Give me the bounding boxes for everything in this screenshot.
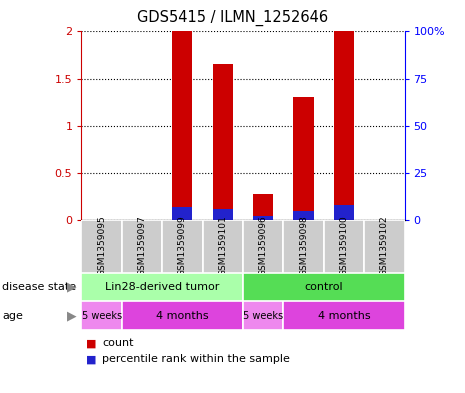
Text: 5 weeks: 5 weeks: [243, 310, 283, 321]
Text: GSM1359101: GSM1359101: [218, 215, 227, 276]
Bar: [213, 64, 233, 220]
Text: ■: ■: [86, 338, 97, 349]
Text: percentile rank within the sample: percentile rank within the sample: [102, 354, 290, 364]
Bar: [81, 301, 122, 330]
Bar: [293, 97, 314, 220]
Text: GSM1359096: GSM1359096: [259, 215, 268, 276]
Bar: [243, 220, 283, 273]
Text: ■: ■: [86, 354, 97, 364]
Text: control: control: [305, 282, 343, 292]
Bar: [172, 207, 193, 220]
Bar: [122, 220, 162, 273]
Text: 5 weeks: 5 weeks: [81, 310, 122, 321]
Text: GSM1359099: GSM1359099: [178, 215, 187, 276]
Bar: [243, 273, 405, 301]
Bar: [253, 194, 273, 220]
Bar: [253, 216, 273, 220]
Bar: [213, 209, 233, 220]
Bar: [324, 220, 364, 273]
Bar: [203, 220, 243, 273]
Bar: [243, 301, 283, 330]
Bar: [172, 31, 193, 220]
Bar: [81, 220, 122, 273]
Bar: [122, 301, 243, 330]
Bar: [334, 31, 354, 220]
Text: 4 months: 4 months: [156, 310, 209, 321]
Bar: [364, 220, 405, 273]
Text: disease state: disease state: [2, 282, 76, 292]
Text: GSM1359095: GSM1359095: [97, 215, 106, 276]
Bar: [162, 220, 203, 273]
Text: Lin28-derived tumor: Lin28-derived tumor: [105, 282, 219, 292]
Text: ▶: ▶: [67, 309, 77, 322]
Text: GSM1359100: GSM1359100: [339, 215, 348, 276]
Text: count: count: [102, 338, 134, 349]
Bar: [81, 273, 243, 301]
Text: age: age: [2, 310, 23, 321]
Text: GSM1359097: GSM1359097: [138, 215, 146, 276]
Text: ▶: ▶: [67, 281, 77, 294]
Bar: [283, 301, 405, 330]
Bar: [334, 205, 354, 220]
Text: GSM1359098: GSM1359098: [299, 215, 308, 276]
Bar: [283, 220, 324, 273]
Text: GSM1359102: GSM1359102: [380, 215, 389, 276]
Text: 4 months: 4 months: [318, 310, 370, 321]
Text: GDS5415 / ILMN_1252646: GDS5415 / ILMN_1252646: [137, 10, 328, 26]
Bar: [293, 211, 314, 220]
